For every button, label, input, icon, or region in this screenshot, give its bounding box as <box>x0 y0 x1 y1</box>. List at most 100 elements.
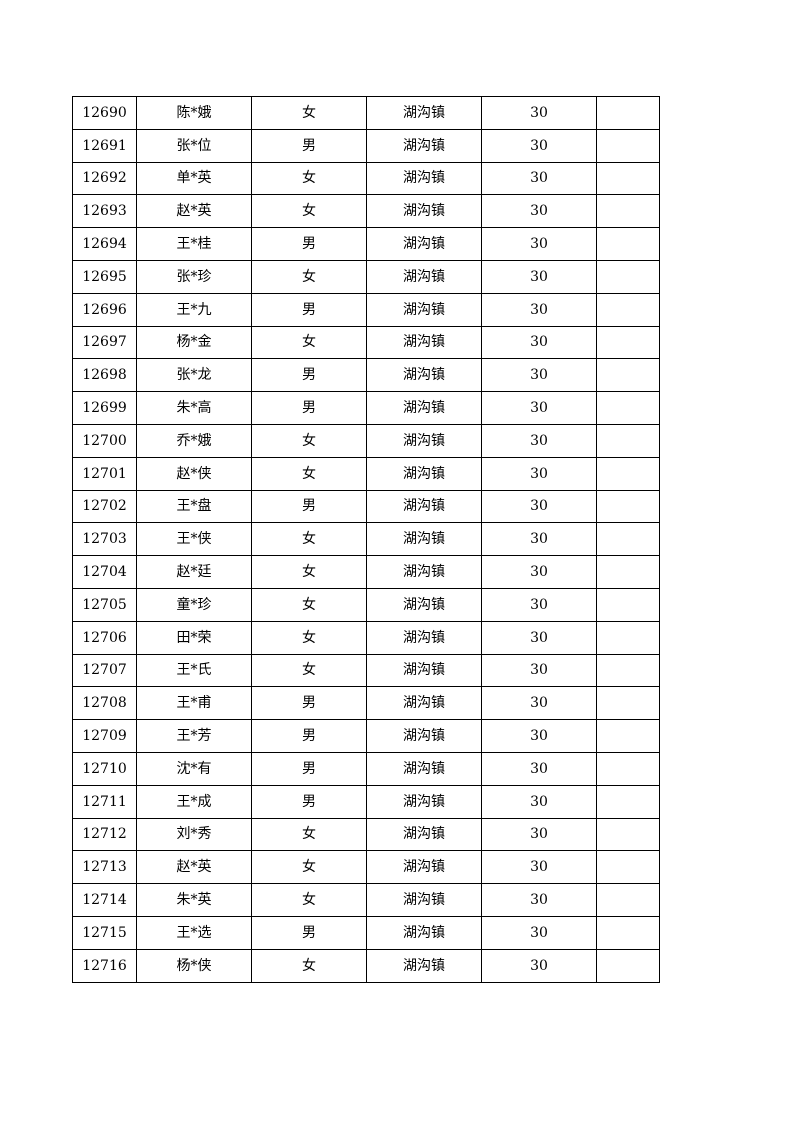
id-cell: 12695 <box>72 259 137 294</box>
remark-cell <box>596 292 660 327</box>
table-row: 12712 刘*秀女湖沟镇 30 <box>72 817 660 852</box>
name-cell: 朱*英 <box>136 883 252 917</box>
amount-cell: 30 <box>481 194 597 229</box>
amount-cell: 30 <box>481 391 597 425</box>
remark-cell <box>596 948 660 983</box>
remark-cell <box>596 227 660 261</box>
remark-cell <box>596 423 660 458</box>
id-cell: 12702 <box>72 489 137 524</box>
gender-cell: 女 <box>251 456 367 491</box>
town-cell: 湖沟镇 <box>366 522 482 557</box>
remark-cell <box>596 325 660 360</box>
amount-cell: 30 <box>481 915 597 950</box>
amount-cell: 30 <box>481 456 597 491</box>
town-cell: 湖沟镇 <box>366 161 482 196</box>
gender-cell: 女 <box>251 325 367 360</box>
name-cell: 杨*金 <box>136 325 252 360</box>
id-cell: 12691 <box>72 128 137 163</box>
table-row: 12698 张*龙男湖沟镇 30 <box>72 358 660 393</box>
table-row: 12702 王*盘男湖沟镇 30 <box>72 489 660 524</box>
id-cell: 12705 <box>72 587 137 622</box>
name-cell: 王*成 <box>136 784 252 819</box>
name-cell: 沈*有 <box>136 751 252 786</box>
gender-cell: 女 <box>251 620 367 655</box>
remark-cell <box>596 686 660 721</box>
name-cell: 赵*廷 <box>136 555 252 589</box>
table-row: 12700 乔*娥女湖沟镇 30 <box>72 423 660 458</box>
amount-cell: 30 <box>481 96 597 130</box>
remark-cell <box>596 96 660 130</box>
town-cell: 湖沟镇 <box>366 817 482 852</box>
name-cell: 王*甫 <box>136 686 252 721</box>
amount-cell: 30 <box>481 292 597 327</box>
name-cell: 赵*侠 <box>136 456 252 491</box>
table-row: 12697 杨*金女湖沟镇 30 <box>72 325 660 360</box>
id-cell: 12694 <box>72 227 137 261</box>
table-row: 12693 赵*英女湖沟镇 30 <box>72 194 660 229</box>
amount-cell: 30 <box>481 620 597 655</box>
remark-cell <box>596 587 660 622</box>
gender-cell: 女 <box>251 587 367 622</box>
town-cell: 湖沟镇 <box>366 850 482 885</box>
amount-cell: 30 <box>481 227 597 261</box>
remark-cell <box>596 850 660 885</box>
gender-cell: 女 <box>251 653 367 688</box>
gender-cell: 女 <box>251 817 367 852</box>
town-cell: 湖沟镇 <box>366 620 482 655</box>
gender-cell: 女 <box>251 883 367 917</box>
town-cell: 湖沟镇 <box>366 194 482 229</box>
gender-cell: 男 <box>251 227 367 261</box>
remark-cell <box>596 751 660 786</box>
town-cell: 湖沟镇 <box>366 784 482 819</box>
id-cell: 12698 <box>72 358 137 393</box>
name-cell: 陈*娥 <box>136 96 252 130</box>
id-cell: 12711 <box>72 784 137 819</box>
amount-cell: 30 <box>481 128 597 163</box>
town-cell: 湖沟镇 <box>366 292 482 327</box>
id-cell: 12703 <box>72 522 137 557</box>
gender-cell: 女 <box>251 948 367 983</box>
town-cell: 湖沟镇 <box>366 259 482 294</box>
id-cell: 12707 <box>72 653 137 688</box>
town-cell: 湖沟镇 <box>366 423 482 458</box>
remark-cell <box>596 555 660 589</box>
table-row: 12691 张*位男湖沟镇 30 <box>72 128 660 163</box>
name-cell: 王*选 <box>136 915 252 950</box>
table-row: 12699 朱*高男湖沟镇 30 <box>72 391 660 425</box>
gender-cell: 男 <box>251 751 367 786</box>
amount-cell: 30 <box>481 883 597 917</box>
table-row: 12701 赵*侠女湖沟镇 30 <box>72 456 660 491</box>
table-row: 12716 杨*侠女湖沟镇 30 <box>72 948 660 983</box>
town-cell: 湖沟镇 <box>366 391 482 425</box>
remark-cell <box>596 522 660 557</box>
gender-cell: 男 <box>251 391 367 425</box>
remark-cell <box>596 915 660 950</box>
table-row: 12703 王*侠女湖沟镇 30 <box>72 522 660 557</box>
town-cell: 湖沟镇 <box>366 358 482 393</box>
town-cell: 湖沟镇 <box>366 587 482 622</box>
remark-cell <box>596 883 660 917</box>
name-cell: 单*英 <box>136 161 252 196</box>
remark-cell <box>596 128 660 163</box>
id-cell: 12692 <box>72 161 137 196</box>
gender-cell: 女 <box>251 555 367 589</box>
name-cell: 童*珍 <box>136 587 252 622</box>
table-row: 12711 王*成男湖沟镇 30 <box>72 784 660 819</box>
name-cell: 田*荣 <box>136 620 252 655</box>
town-cell: 湖沟镇 <box>366 227 482 261</box>
gender-cell: 女 <box>251 423 367 458</box>
id-cell: 12715 <box>72 915 137 950</box>
id-cell: 12699 <box>72 391 137 425</box>
id-cell: 12710 <box>72 751 137 786</box>
table-row: 12706 田*荣女湖沟镇 30 <box>72 620 660 655</box>
table-row: 12715 王*选男湖沟镇 30 <box>72 915 660 950</box>
gender-cell: 女 <box>251 194 367 229</box>
name-cell: 王*芳 <box>136 719 252 753</box>
id-cell: 12696 <box>72 292 137 327</box>
amount-cell: 30 <box>481 850 597 885</box>
name-cell: 张*位 <box>136 128 252 163</box>
town-cell: 湖沟镇 <box>366 456 482 491</box>
amount-cell: 30 <box>481 653 597 688</box>
amount-cell: 30 <box>481 686 597 721</box>
town-cell: 湖沟镇 <box>366 751 482 786</box>
